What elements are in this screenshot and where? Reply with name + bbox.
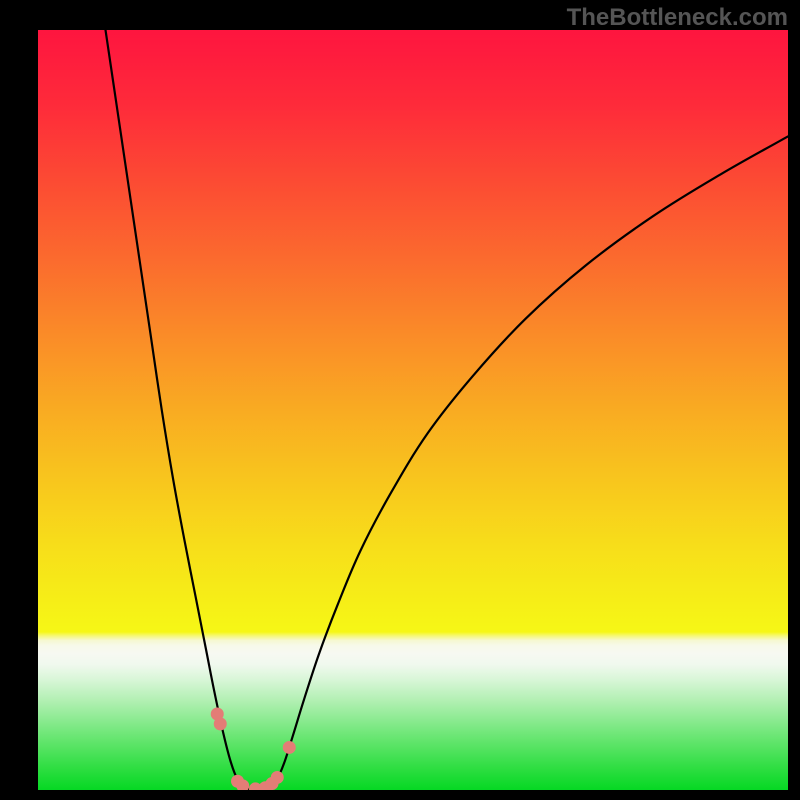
chart-container: TheBottleneck.com [0,0,800,800]
watermark-text: TheBottleneck.com [567,4,788,32]
plot-area [38,30,788,790]
gradient-background [38,30,788,790]
